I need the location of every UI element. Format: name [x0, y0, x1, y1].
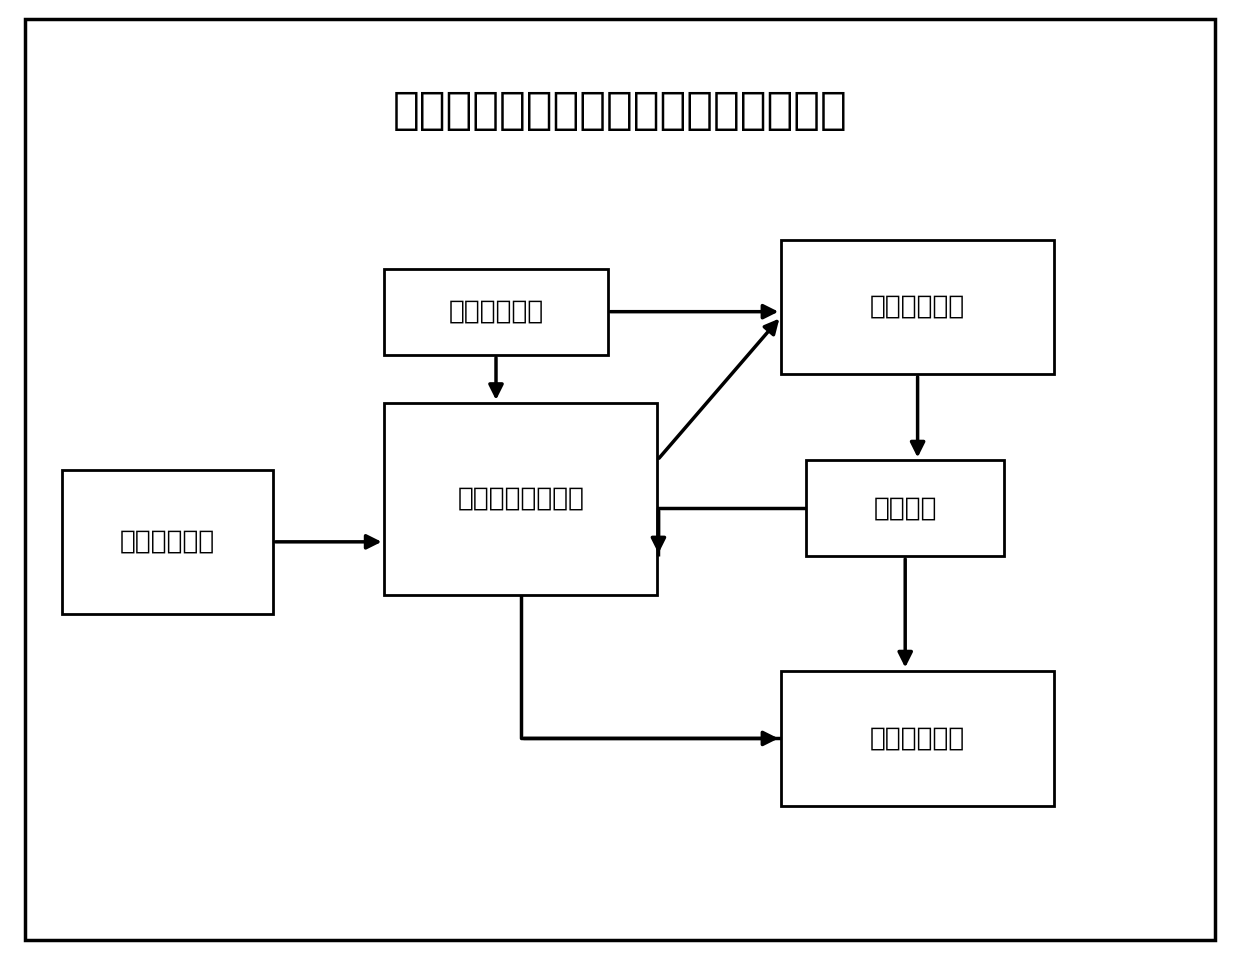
Text: 数据采集模块: 数据采集模块 — [120, 528, 215, 555]
Bar — [806, 460, 1004, 556]
Text: 规则文件: 规则文件 — [873, 495, 937, 522]
Text: 基于数据依赖的工控行为异常检测系统: 基于数据依赖的工控行为异常检测系统 — [393, 89, 847, 131]
Bar — [781, 671, 1054, 806]
Bar — [384, 269, 608, 355]
Bar — [62, 470, 273, 614]
Text: 规则检测模块: 规则检测模块 — [870, 725, 965, 752]
Text: 行为数据提取模块: 行为数据提取模块 — [458, 485, 584, 512]
Text: 规则学习模块: 规则学习模块 — [870, 293, 965, 320]
Bar — [384, 403, 657, 595]
Bar — [781, 240, 1054, 374]
Text: 学习配置文件: 学习配置文件 — [449, 298, 543, 325]
